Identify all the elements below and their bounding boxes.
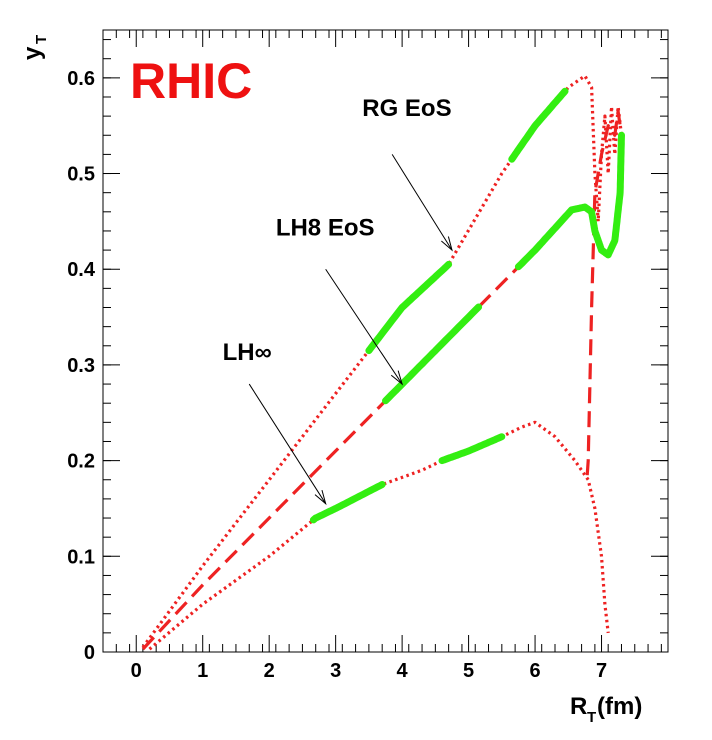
x-axis-title-main: R [570,693,587,720]
x-tick-label: 6 [529,660,540,682]
x-axis-title-sub: T [587,709,596,726]
highlight-segment [365,260,453,355]
y-tick-label: 0 [84,642,95,664]
annotation-arrow-line [391,154,453,251]
y-axis-title-sub: T [33,35,50,44]
x-tick-label: 1 [197,660,208,682]
x-tick-label: 4 [397,660,409,682]
annotation-arrow-line [325,268,403,385]
annotation-arrow-head [314,490,327,506]
annotation-arrow-head [390,370,404,386]
x-axis-title-suffix: (fm) [597,693,642,720]
y-tick-label: 0.2 [67,451,95,473]
series-line-3 [148,420,610,651]
annotation-label: LH∞ [223,339,272,366]
x-tick-label: 0 [131,660,142,682]
axis-tick-labels: 0 1 2 3 4 5 6 7 0 0.1 0.2 0.3 0.4 0.5 0.6 [67,68,607,682]
y-tick-label: 0.4 [67,259,96,281]
annotations: RG EoS LH8 EoS LH∞ [223,95,453,506]
series-lines [141,74,624,651]
y-tick-label: 0.1 [67,546,95,568]
highlight-segment [382,303,483,405]
annotation-arrow-line [248,383,327,504]
highlight-segment [309,481,386,524]
x-tick-label: 5 [463,660,474,682]
y-tick-label: 0.3 [67,355,95,377]
annotation-label: LH8 EoS [276,215,375,242]
x-tick-label: 7 [596,660,607,682]
series-line-2 [141,109,624,651]
highlight-segment [438,433,506,465]
y-tick-label: 0.5 [67,164,95,186]
annotation-label: RG EoS [362,95,451,122]
x-axis-title: R T (fm) [570,693,642,726]
x-tick-label: 2 [264,660,275,682]
axis-ticks [102,30,668,653]
y-axis-title: y T [19,35,50,60]
plot-frame [102,29,669,653]
y-axis-title-main: y [19,46,46,60]
x-tick-label: 3 [330,660,341,682]
annotation-arrow-head [441,236,453,252]
chart-title: RHIC [130,53,252,109]
highlight-segments [309,87,625,524]
highlight-segment [508,87,569,163]
highlight-segment [514,131,625,271]
series-line-1 [141,74,624,649]
y-tick-label: 0.6 [67,68,95,90]
